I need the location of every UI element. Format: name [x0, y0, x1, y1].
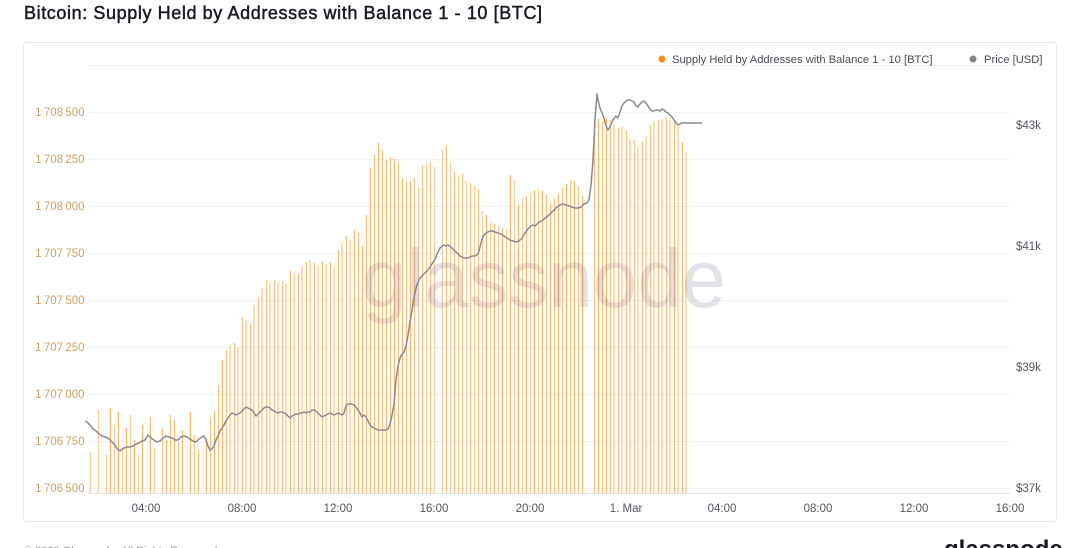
svg-text:glassnode: glassnode: [362, 232, 726, 325]
svg-text:1 708 500: 1 708 500: [35, 107, 84, 119]
svg-text:08:00: 08:00: [804, 503, 833, 515]
svg-text:12:00: 12:00: [900, 503, 929, 515]
svg-text:1 706 750: 1 706 750: [35, 436, 84, 448]
svg-text:$41k: $41k: [1016, 241, 1041, 253]
svg-text:$37k: $37k: [1016, 483, 1041, 495]
svg-text:Supply Held by Addresses with: Supply Held by Addresses with Balance 1 …: [672, 54, 933, 66]
svg-text:Price [USD]: Price [USD]: [984, 54, 1042, 66]
svg-text:08:00: 08:00: [228, 503, 257, 515]
svg-text:1 708 250: 1 708 250: [35, 154, 84, 166]
svg-text:16:00: 16:00: [420, 503, 449, 515]
svg-text:20:00: 20:00: [516, 503, 545, 515]
svg-text:16:00: 16:00: [996, 503, 1025, 515]
svg-text:$39k: $39k: [1016, 362, 1041, 374]
svg-text:1 707 000: 1 707 000: [35, 389, 84, 401]
svg-text:glassnode: glassnode: [944, 536, 1063, 548]
svg-text:1 707 500: 1 707 500: [35, 295, 84, 307]
svg-text:1 706 500: 1 706 500: [35, 483, 84, 495]
svg-text:1. Mar: 1. Mar: [610, 503, 643, 515]
svg-text:$43k: $43k: [1016, 120, 1041, 132]
svg-text:12:00: 12:00: [324, 503, 353, 515]
svg-text:1 707 250: 1 707 250: [35, 342, 84, 354]
svg-text:1 707 750: 1 707 750: [35, 248, 84, 260]
svg-text:04:00: 04:00: [132, 503, 161, 515]
svg-text:© 2022 Glassnode. All Rights R: © 2022 Glassnode. All Rights Reserved.: [24, 545, 220, 548]
svg-text:1 708 000: 1 708 000: [35, 201, 84, 213]
svg-text:04:00: 04:00: [708, 503, 737, 515]
